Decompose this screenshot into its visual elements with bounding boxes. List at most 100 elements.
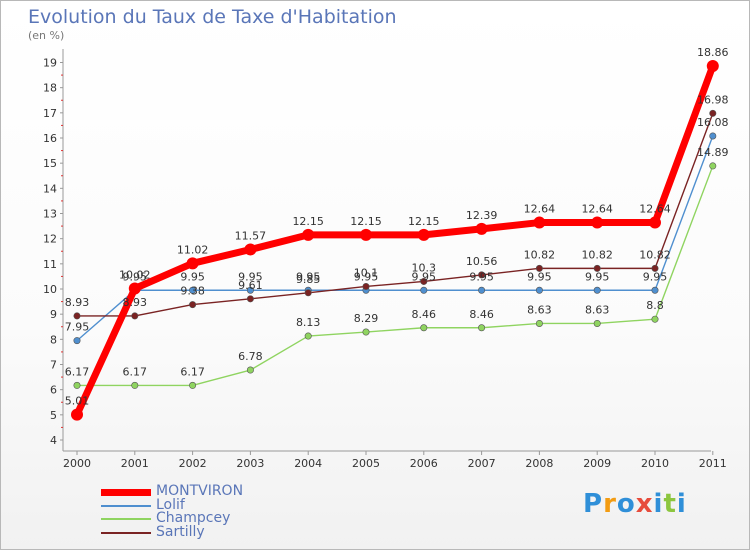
data-point	[535, 286, 543, 294]
logo-letter: i	[676, 489, 687, 519]
data-point	[302, 228, 315, 241]
data-label: 16.08	[697, 116, 729, 129]
data-point	[593, 264, 601, 272]
data-point	[651, 264, 659, 272]
y-tick-label: 5	[50, 409, 57, 422]
data-label: 12.15	[350, 215, 382, 228]
chart-subtitle: (en %)	[28, 29, 65, 42]
y-tick-label: 13	[43, 208, 57, 221]
data-point	[304, 289, 312, 297]
data-label: 16.98	[697, 93, 729, 106]
logo-letter: o	[616, 489, 636, 519]
data-point	[706, 60, 719, 73]
data-point	[533, 216, 546, 229]
data-point	[244, 243, 257, 256]
data-label: 9.95	[643, 270, 668, 283]
data-label: 8.8	[646, 299, 664, 312]
data-label: 6.17	[65, 365, 90, 378]
y-tick-label: 15	[43, 157, 57, 170]
data-point	[73, 381, 81, 389]
data-point	[246, 366, 254, 374]
data-point	[593, 319, 601, 327]
data-label: 12.64	[639, 203, 671, 216]
data-point	[186, 257, 199, 270]
data-label: 18.86	[697, 46, 729, 59]
data-point	[189, 286, 197, 294]
data-label: 9.95	[180, 270, 205, 283]
x-tick-label: 2005	[352, 457, 380, 470]
data-point	[478, 324, 486, 332]
y-tick-label: 16	[43, 132, 57, 145]
data-point	[475, 222, 488, 235]
data-label: 9.95	[469, 270, 494, 283]
data-point	[189, 301, 197, 309]
x-tick-label: 2009	[583, 457, 611, 470]
data-label: 8.93	[123, 296, 148, 309]
legend-swatch	[101, 531, 151, 534]
legend-swatch	[101, 488, 151, 496]
data-label: 10.3	[412, 261, 437, 274]
data-point	[591, 216, 604, 229]
data-label: 6.78	[238, 350, 263, 363]
data-label: 10.02	[119, 268, 151, 281]
data-label: 6.17	[180, 365, 205, 378]
data-point	[304, 332, 312, 340]
data-point	[478, 271, 486, 279]
data-point	[131, 312, 139, 320]
x-tick-label: 2003	[236, 457, 264, 470]
y-tick-label: 18	[43, 82, 57, 95]
data-label: 10.82	[639, 248, 671, 261]
data-label: 8.46	[412, 308, 437, 321]
data-point	[420, 286, 428, 294]
proxiti-logo: Proxiti	[583, 489, 687, 519]
data-point	[709, 109, 717, 117]
data-label: 7.95	[65, 321, 90, 334]
y-tick-label: 17	[43, 107, 57, 120]
x-tick-label: 2002	[179, 457, 207, 470]
legend-swatch	[101, 518, 151, 520]
x-tick-label: 2000	[63, 457, 91, 470]
data-label: 9.38	[180, 285, 205, 298]
data-point	[71, 408, 83, 421]
x-tick-label: 2001	[121, 457, 149, 470]
data-label: 8.63	[527, 303, 552, 316]
data-point	[362, 282, 370, 290]
series-line-montviron	[73, 64, 717, 417]
logo-letter: t	[663, 489, 677, 519]
data-label: 9.95	[354, 270, 379, 283]
x-tick-label: 2008	[525, 457, 553, 470]
logo-letter: x	[635, 489, 654, 519]
data-label: 9.95	[585, 270, 610, 283]
x-tick-label: 2010	[641, 457, 669, 470]
data-label: 9.95	[296, 270, 321, 283]
y-tick-label: 14	[43, 182, 57, 195]
data-point	[417, 228, 430, 241]
data-label: 9.95	[123, 270, 148, 283]
data-label: 12.64	[581, 203, 613, 216]
series-line-sartilly	[77, 113, 714, 317]
data-label: 12.39	[466, 209, 498, 222]
data-label: 10.82	[524, 248, 556, 261]
y-tick-label: 10	[43, 283, 57, 296]
data-point	[73, 337, 81, 345]
data-label: 8.63	[585, 303, 610, 316]
data-point	[420, 277, 428, 285]
data-point	[535, 264, 543, 272]
data-label: 5.01	[65, 395, 90, 408]
data-label: 6.17	[123, 365, 148, 378]
data-point	[709, 162, 717, 170]
data-point	[478, 286, 486, 294]
x-tick-label: 2011	[699, 457, 727, 470]
data-label: 10.82	[581, 248, 613, 261]
y-tick-label: 11	[43, 258, 57, 271]
data-label: 12.15	[292, 215, 324, 228]
data-point	[131, 381, 139, 389]
x-tick-label: 2006	[410, 457, 438, 470]
logo-letter: P	[583, 489, 604, 519]
data-point	[73, 312, 81, 320]
logo-letter: r	[603, 489, 617, 519]
chart-title: Evolution du Taux de Taxe d'Habitation	[28, 6, 397, 28]
legend-label: Champcey	[156, 510, 231, 526]
